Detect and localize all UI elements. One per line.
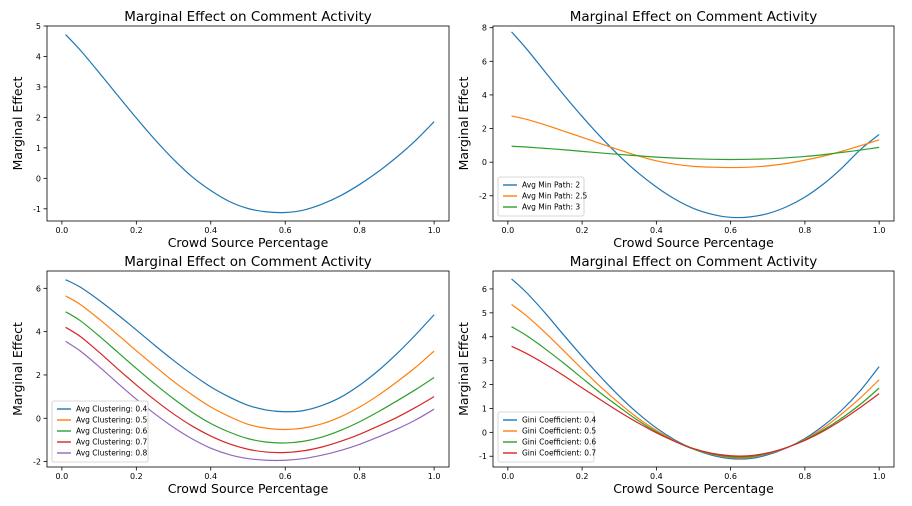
x-axis-label: Crowd Source Percentage bbox=[613, 235, 774, 250]
y-tick-label: 6 bbox=[36, 284, 41, 293]
series-line-2 bbox=[511, 115, 880, 169]
legend-entry: Gini Coefficient: 0.7 bbox=[522, 449, 596, 458]
y-tick-label: -1 bbox=[33, 205, 41, 214]
subplot-3: Marginal Effect on Comment Activity 0.0 0.… bbox=[10, 254, 450, 496]
series-line-2 bbox=[65, 295, 435, 431]
x-axis-label: Crowd Source Percentage bbox=[168, 235, 329, 250]
subplot-2: Marginal Effect on Comment Activity 0.0 0.… bbox=[456, 9, 895, 250]
x-tick-label: 0.2 bbox=[576, 226, 589, 235]
x-tick-label: 1.0 bbox=[873, 472, 886, 481]
legend-entry: Avg Clustering: 0.6 bbox=[76, 427, 148, 436]
chart-title: Marginal Effect on Comment Activity bbox=[124, 9, 372, 25]
y-axis-label: Marginal Effect bbox=[10, 77, 25, 171]
y-tick-label: 4 bbox=[482, 91, 487, 100]
chart-title: Marginal Effect on Comment Activity bbox=[124, 254, 372, 270]
y-tick-label: 4 bbox=[36, 328, 41, 337]
series-line-1 bbox=[65, 279, 435, 413]
subplot-4: Marginal Effect on Comment Activity 0.0 0.… bbox=[456, 254, 895, 496]
legend: Avg Min Path: 2 Avg Min Path: 2.5 Avg Min … bbox=[497, 176, 588, 217]
x-tick-label: 0.6 bbox=[724, 226, 737, 235]
axes-frame bbox=[46, 25, 450, 222]
axes-frame bbox=[492, 270, 895, 468]
y-tick-label: 1 bbox=[36, 144, 41, 153]
x-tick-label: 0.8 bbox=[799, 472, 812, 481]
legend-entry: Avg Clustering: 0.4 bbox=[76, 405, 148, 414]
y-tick-label: 0 bbox=[482, 428, 487, 437]
y-tick-label: 0 bbox=[36, 174, 41, 183]
y-tick-label: 4 bbox=[36, 52, 41, 61]
x-tick-label: 0.2 bbox=[130, 226, 143, 235]
axes-frame bbox=[492, 25, 895, 222]
legend-entry: Avg Min Path: 3 bbox=[522, 203, 580, 212]
x-tick-label: 0.8 bbox=[353, 472, 366, 481]
legend-entry: Avg Min Path: 2 bbox=[522, 181, 580, 190]
legend-entry: Avg Clustering: 0.8 bbox=[76, 449, 148, 458]
series-line-1 bbox=[65, 34, 435, 214]
y-tick-label: 2 bbox=[482, 125, 487, 134]
legend-entry: Gini Coefficient: 0.5 bbox=[522, 427, 596, 436]
x-tick-label: 1.0 bbox=[428, 226, 441, 235]
x-tick-label: 0.0 bbox=[56, 472, 69, 481]
x-tick-label: 0.6 bbox=[279, 472, 292, 481]
legend-frame bbox=[51, 400, 149, 463]
y-tick-label: 1 bbox=[482, 404, 487, 413]
y-tick-label: 5 bbox=[482, 309, 487, 318]
axes-frame bbox=[46, 270, 450, 468]
x-tick-label: 0.0 bbox=[501, 472, 514, 481]
x-axis-label: Crowd Source Percentage bbox=[168, 481, 329, 496]
legend-frame bbox=[497, 176, 585, 217]
series-line-4 bbox=[511, 345, 880, 457]
y-tick-label: 0 bbox=[482, 158, 487, 167]
y-tick-label: -1 bbox=[479, 452, 487, 461]
y-tick-label: 8 bbox=[482, 24, 487, 33]
x-tick-label: 0.4 bbox=[650, 472, 663, 481]
subplot-1: Marginal Effect on Comment Activity 0.0 0.… bbox=[10, 9, 450, 250]
legend: Gini Coefficient: 0.4 Gini Coefficient: 0… bbox=[497, 411, 596, 463]
legend-entry: Gini Coefficient: 0.4 bbox=[522, 416, 596, 425]
x-tick-label: 0.0 bbox=[56, 226, 69, 235]
y-tick-label: 5 bbox=[36, 22, 41, 31]
y-tick-label: 4 bbox=[482, 333, 487, 342]
series-line-5 bbox=[65, 340, 435, 462]
y-tick-label: 2 bbox=[482, 381, 487, 390]
y-tick-label: -2 bbox=[33, 458, 41, 467]
y-axis-label: Marginal Effect bbox=[456, 322, 471, 416]
x-tick-label: 0.6 bbox=[279, 226, 292, 235]
y-axis-label: Marginal Effect bbox=[10, 322, 25, 416]
x-tick-label: 0.4 bbox=[204, 226, 217, 235]
x-tick-label: 1.0 bbox=[428, 472, 441, 481]
legend-entry: Gini Coefficient: 0.6 bbox=[522, 438, 596, 447]
y-tick-label: 3 bbox=[482, 357, 487, 366]
y-axis-label: Marginal Effect bbox=[456, 77, 471, 171]
x-tick-label: 0.4 bbox=[650, 226, 663, 235]
series-line-1 bbox=[511, 31, 880, 219]
x-tick-label: 0.8 bbox=[353, 226, 366, 235]
x-tick-label: 0.4 bbox=[204, 472, 217, 481]
legend-entry: Avg Clustering: 0.5 bbox=[76, 416, 148, 425]
y-tick-label: 6 bbox=[482, 57, 487, 66]
series-line-3 bbox=[65, 311, 435, 444]
legend: Avg Clustering: 0.4 Avg Clustering: 0.5 Av… bbox=[51, 400, 149, 463]
x-tick-label: 1.0 bbox=[873, 226, 886, 235]
chart-title: Marginal Effect on Comment Activity bbox=[570, 9, 818, 25]
y-tick-label: 2 bbox=[36, 113, 41, 122]
y-tick-label: -2 bbox=[479, 192, 487, 201]
legend-entry: Avg Min Path: 2.5 bbox=[522, 192, 588, 201]
y-tick-label: 2 bbox=[36, 371, 41, 380]
x-axis-label: Crowd Source Percentage bbox=[613, 481, 774, 496]
legend-frame bbox=[497, 411, 595, 463]
y-tick-label: 0 bbox=[36, 414, 41, 423]
x-tick-label: 0.8 bbox=[799, 226, 812, 235]
series-line-3 bbox=[511, 145, 880, 161]
x-tick-label: 0.6 bbox=[724, 472, 737, 481]
x-tick-label: 0.2 bbox=[130, 472, 143, 481]
y-tick-label: 3 bbox=[36, 83, 41, 92]
legend-entry: Avg Clustering: 0.7 bbox=[76, 438, 148, 447]
chart-title: Marginal Effect on Comment Activity bbox=[570, 254, 818, 270]
series-line-4 bbox=[65, 326, 435, 454]
x-tick-label: 0.0 bbox=[501, 226, 514, 235]
y-tick-label: 6 bbox=[482, 285, 487, 294]
x-tick-label: 0.2 bbox=[576, 472, 589, 481]
